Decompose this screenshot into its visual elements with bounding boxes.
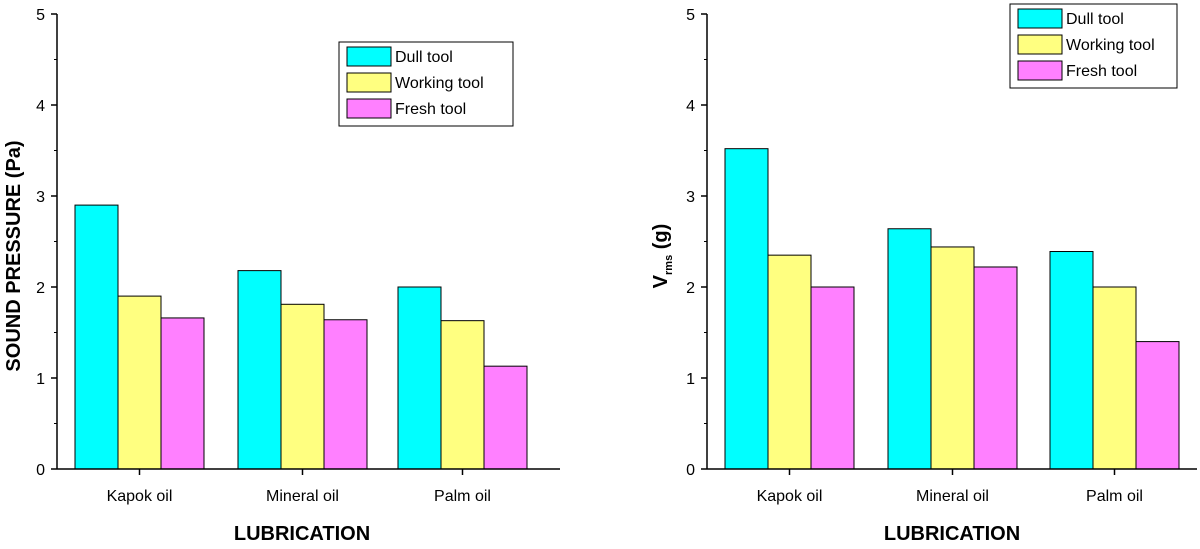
right-legend-swatch: [1017, 34, 1063, 55]
left-bar-working-tool-kapok-oil: [117, 295, 162, 470]
left-bar-working-tool-mineral-oil: [280, 303, 325, 470]
left-ytick-label: 5: [36, 7, 45, 24]
left-bar-fresh-tool-mineral-oil: [323, 319, 368, 470]
left-xticks: Kapok oil Mineral oil Palm oil: [107, 469, 491, 505]
right-y-axis-main: V: [650, 274, 672, 288]
left-bar-working-tool-palm-oil: [440, 320, 485, 470]
right-x-axis-title: LUBRICATION: [884, 523, 1020, 545]
left-legend-swatch: [346, 98, 392, 119]
left-xtick-label: Kapok oil: [107, 488, 173, 505]
right-xticks: Kapok oil Mineral oil Palm oil: [757, 469, 1143, 505]
right-bar-dull-tool-mineral-oil: [887, 228, 932, 470]
right-xtick-label: Mineral oil: [916, 488, 989, 505]
right-y-axis-sub: rms: [663, 255, 675, 275]
right-bar-working-tool-palm-oil: [1092, 286, 1137, 470]
right-y-axis-title: Vrms (g): [650, 224, 675, 289]
left-legend: Dull tool Working tool Fresh tool: [338, 41, 514, 127]
right-legend-label: Working tool: [1066, 37, 1155, 54]
left-ytick-label: 3: [36, 189, 45, 206]
right-ytick-label: 2: [686, 280, 695, 297]
left-y-axis-title: SOUND PRESSURE (Pa): [3, 140, 25, 371]
right-xtick-label: Palm oil: [1086, 488, 1143, 505]
right-y-axis-unit: (g): [650, 224, 672, 255]
left-legend-label: Fresh tool: [395, 101, 466, 118]
left-ytick-label: 2: [36, 280, 45, 297]
left-bar-dull-tool-mineral-oil: [237, 270, 282, 470]
right-ytick-label: 1: [686, 371, 695, 388]
right-legend-swatch: [1017, 8, 1063, 29]
right-bar-fresh-tool-mineral-oil: [973, 266, 1018, 470]
left-xtick-label: Mineral oil: [266, 488, 339, 505]
right-ytick-label: 5: [686, 7, 695, 24]
right-yticks: 0 1 2 3 4 5: [686, 7, 707, 479]
left-bar-dull-tool-kapok-oil: [74, 204, 119, 470]
left-ytick-label: 4: [36, 98, 45, 115]
chart-right: 0 1 2 3 4 5 Kapok oil Mineral oil Palm oil Dull…: [650, 3, 1197, 545]
left-x-axis-title: LUBRICATION: [234, 523, 370, 545]
right-ytick-label: 4: [686, 98, 695, 115]
left-bar-fresh-tool-palm-oil: [483, 365, 528, 470]
left-legend-swatch: [346, 46, 392, 67]
left-bars: [74, 204, 528, 470]
left-legend-label: Dull tool: [395, 49, 453, 66]
right-legend-label: Fresh tool: [1066, 63, 1137, 80]
left-legend-label: Working tool: [395, 75, 484, 92]
right-ytick-label: 3: [686, 189, 695, 206]
left-yticks: 0 1 2 3 4 5: [36, 7, 57, 479]
right-bar-dull-tool-kapok-oil: [724, 148, 769, 470]
left-bar-dull-tool-palm-oil: [397, 286, 442, 470]
right-legend-label: Dull tool: [1066, 11, 1124, 28]
right-bar-dull-tool-palm-oil: [1049, 251, 1094, 470]
right-bar-fresh-tool-kapok-oil: [810, 286, 855, 470]
chart-left: 0 1 2 3 4 5 Kapok oil Mineral oil Palm oil Dull…: [3, 7, 560, 545]
right-legend-swatch: [1017, 60, 1063, 81]
right-bar-working-tool-mineral-oil: [930, 246, 975, 470]
right-xtick-label: Kapok oil: [757, 488, 823, 505]
right-bar-working-tool-kapok-oil: [767, 254, 812, 470]
right-bar-fresh-tool-palm-oil: [1135, 341, 1180, 470]
left-ytick-label: 0: [36, 462, 45, 479]
right-ytick-label: 0: [686, 462, 695, 479]
left-ytick-label: 1: [36, 371, 45, 388]
right-legend: Dull tool Working tool Fresh tool: [1009, 3, 1178, 89]
left-legend-swatch: [346, 72, 392, 93]
right-bars: [724, 148, 1180, 470]
left-bar-fresh-tool-kapok-oil: [160, 317, 205, 470]
left-xtick-label: Palm oil: [434, 488, 491, 505]
